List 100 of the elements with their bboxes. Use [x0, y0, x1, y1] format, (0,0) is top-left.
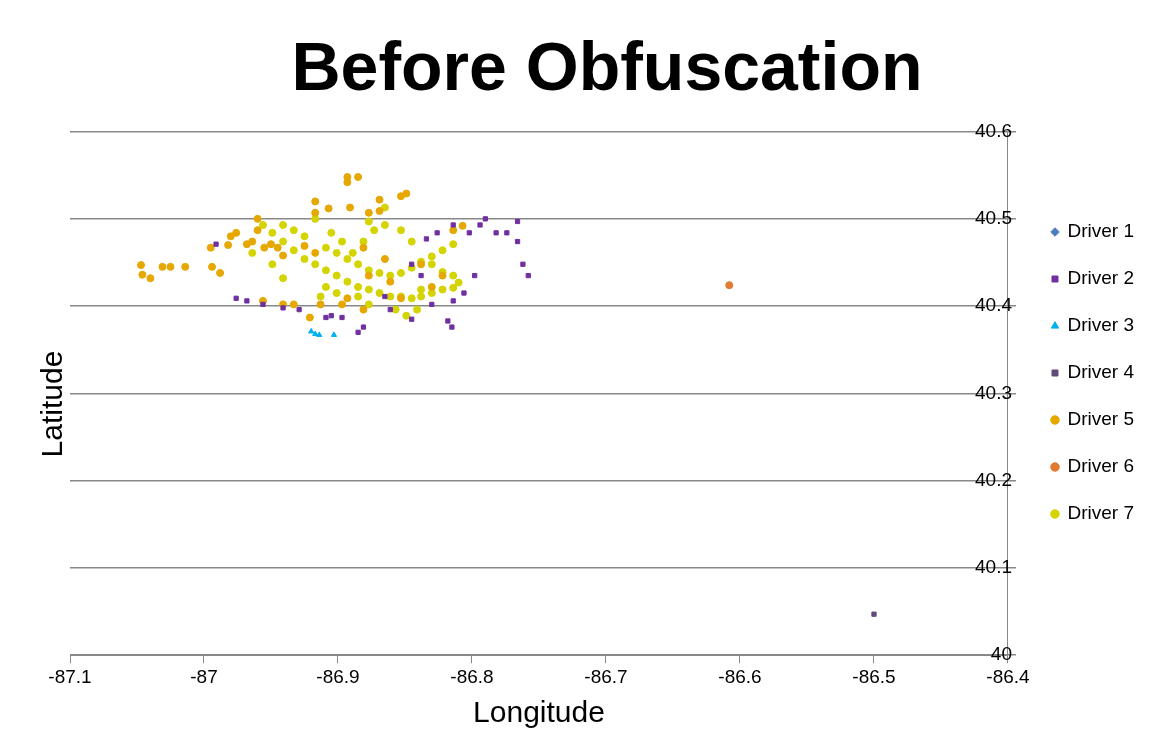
x-tick-label: -87.1: [48, 665, 92, 687]
point: [137, 261, 146, 270]
point: [311, 248, 320, 257]
y-tick-label: 40: [990, 643, 1012, 665]
point: [482, 216, 489, 222]
point: [359, 305, 368, 314]
point: [445, 318, 451, 324]
point: [226, 232, 235, 241]
x-tick-label: -86.7: [584, 665, 628, 687]
point: [253, 214, 262, 223]
chart-title: Before Obfuscation: [291, 27, 923, 104]
point: [493, 230, 499, 236]
point: [359, 243, 368, 252]
point: [343, 294, 352, 303]
point: [280, 305, 286, 311]
point: [289, 300, 298, 309]
point: [232, 228, 241, 237]
point: [296, 307, 302, 313]
x-tick-label: -86.8: [450, 665, 494, 687]
point: [323, 314, 329, 321]
legend-label: Driver 3: [1067, 314, 1135, 336]
point: [260, 301, 266, 308]
point: [224, 241, 233, 250]
point: [387, 307, 393, 313]
point: [244, 298, 250, 304]
point: [477, 222, 483, 228]
point: [409, 316, 415, 322]
point: [364, 208, 373, 217]
point: [330, 331, 338, 337]
point: [375, 207, 384, 216]
y-tick-label: 40.6: [975, 119, 1012, 141]
point: [248, 237, 257, 246]
point: [429, 301, 435, 308]
point: [273, 243, 282, 252]
point: [450, 298, 456, 304]
point: [466, 230, 472, 236]
y-tick-label: 40.4: [975, 294, 1013, 316]
point: [380, 255, 389, 264]
point: [375, 195, 384, 204]
point: [386, 277, 395, 286]
point: [360, 324, 367, 330]
point: [305, 313, 314, 322]
point: [311, 208, 320, 217]
point: [213, 241, 219, 247]
point: [206, 243, 215, 252]
point: [267, 240, 275, 249]
x-tick-label: -86.5: [852, 665, 896, 687]
legend-label: Driver 5: [1067, 408, 1135, 430]
point: [525, 272, 531, 279]
point: [461, 290, 467, 296]
point: [146, 274, 155, 283]
point: [138, 270, 147, 279]
point: [427, 282, 436, 291]
point: [339, 314, 345, 321]
point: [208, 262, 217, 271]
point: [514, 218, 521, 225]
point: [418, 272, 424, 279]
y-tick-label: 40.3: [975, 381, 1012, 403]
legend-label: Driver 7: [1067, 502, 1135, 524]
point: [364, 271, 373, 280]
point: [434, 230, 440, 236]
point: [382, 293, 388, 300]
legend-label: Driver 4: [1067, 361, 1135, 383]
point: [514, 238, 521, 245]
y-tick-label: 40.1: [975, 556, 1012, 578]
legend-label: Driver 6: [1067, 455, 1135, 477]
point: [520, 261, 526, 267]
point: [871, 611, 877, 617]
point: [423, 236, 430, 242]
point: [472, 272, 478, 279]
point: [354, 172, 363, 181]
point: [346, 203, 355, 212]
point: [216, 268, 225, 277]
x-tick-label: -87: [190, 665, 218, 687]
x-axis-title: Longitude: [473, 695, 605, 729]
point: [260, 243, 269, 252]
point: [328, 313, 334, 319]
point: [402, 189, 411, 198]
point: [449, 226, 458, 235]
point: [449, 324, 455, 330]
point: [181, 262, 190, 271]
y-tick-label: 40.5: [975, 207, 1012, 229]
x-tick-label: -86.9: [316, 665, 360, 687]
point: [279, 251, 288, 260]
legend-label: Driver 1: [1067, 220, 1135, 242]
point: [158, 262, 167, 271]
point: [343, 178, 352, 187]
point: [316, 331, 323, 337]
point: [450, 222, 456, 228]
point: [355, 329, 361, 335]
point: [409, 261, 415, 267]
point: [233, 295, 239, 301]
point: [504, 230, 510, 236]
point: [324, 204, 333, 213]
x-tick-label: -86.6: [718, 665, 762, 687]
point: [725, 281, 734, 290]
point: [316, 300, 325, 309]
point: [300, 241, 309, 250]
x-tick-label: -86.4: [986, 665, 1031, 687]
point: [166, 262, 175, 271]
